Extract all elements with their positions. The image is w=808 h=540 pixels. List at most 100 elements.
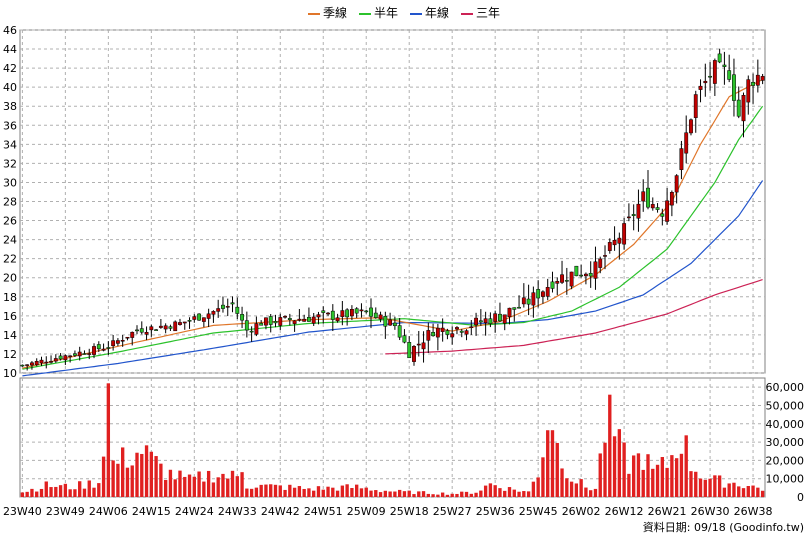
volume-bar [717,475,722,497]
volume-bar [369,490,373,497]
candle-body [63,355,68,361]
volume-bar [254,487,259,497]
candle-body [679,148,684,170]
volume-bar [230,470,235,497]
x-tick-label: 26W21 [648,505,687,518]
volume-tick-label: 40,000 [766,418,805,431]
candle-body [264,317,268,326]
volume-bar [536,477,540,497]
volume-bar [756,487,760,497]
candle-body [603,255,607,257]
candle-body [727,70,732,80]
x-tick-label: 25W18 [390,505,429,518]
candle-body [512,307,517,310]
volume-bar [345,484,349,497]
data-date-footer: 資料日期: 09/18 (Goodinfo.tw) [643,520,804,534]
candle-body [77,351,82,357]
candle-body [607,242,612,251]
legend-item: 三年 [461,4,500,21]
candle-body [297,318,302,321]
candle-body [521,297,526,305]
candle-body [154,329,159,331]
x-tick-label: 26W02 [562,505,601,518]
candle-body [450,333,455,338]
candle-body [493,313,498,322]
volume-bar [316,486,321,497]
candle-body [665,200,670,222]
candle-body [225,306,230,308]
candle-body [34,361,39,366]
volume-bar [622,442,626,497]
candle-body [531,292,536,306]
candle-body [507,307,512,317]
volume-bar [364,487,368,497]
volume-bar [569,481,574,497]
candle-body [746,79,751,103]
candle-body [703,80,708,84]
candle-body [39,359,44,364]
candle-body [755,74,760,86]
x-tick-label: 24W06 [89,505,128,518]
volume-bar [660,457,664,497]
candle-body [120,340,125,342]
candle-body [583,273,588,277]
candle-body [287,318,292,321]
price-candles [20,48,765,371]
candle-body [240,314,244,321]
candle-body [517,306,521,309]
volume-bar [488,483,493,497]
candle-body [722,64,727,67]
volume-bar [631,455,636,497]
candle-body [612,240,617,246]
volume-bar [44,481,48,497]
price-tick-label: 18 [3,291,17,304]
chart-grid [19,29,766,498]
volume-bar [498,488,502,497]
volume-bar [273,484,278,497]
candle-body [235,306,240,314]
volume-bar [546,430,550,497]
volume-bar [68,489,72,497]
volume-bar [684,435,688,497]
legend-label: 季線 [322,6,347,20]
candle-body [655,207,660,210]
candle-body [564,280,569,282]
candle-body [650,204,655,209]
volume-bar [417,491,421,497]
volume-bar [216,477,220,497]
volume-bar [202,481,206,497]
candle-body [526,298,531,305]
candle-body [197,313,202,321]
candle-body [278,317,283,326]
candle-body [30,362,34,366]
candle-body [483,318,488,323]
price-tick-label: 40 [3,81,17,94]
candle-body [68,355,73,357]
volume-bar [617,429,622,497]
volume-bar [608,394,612,497]
volume-bar [636,453,641,497]
candle-body [44,361,49,364]
candle-body [259,323,264,326]
price-tick-label: 46 [3,24,17,37]
chart-legend: 季線 半年 年線 三年 [0,4,808,21]
candle-body [254,323,259,335]
price-tick-label: 42 [3,62,17,75]
x-tick-label: 24W33 [218,505,257,518]
volume-bar [206,470,211,497]
candle-body [474,317,478,326]
volume-tick-label: 10,000 [766,473,805,486]
candle-body [349,309,354,317]
volume-bar [493,485,497,497]
volume-bar [464,491,469,497]
candle-body [221,304,225,309]
volume-bar [732,482,736,497]
candle-body [87,353,92,355]
x-tick-label: 24W15 [132,505,171,518]
volume-bar [39,488,44,497]
candle-body [588,273,593,277]
volume-bar [741,488,746,497]
axis-labels: 23W40 23W49 24W06 24W15 24W24 24W33 24W42 24W51… [3,24,804,534]
price-tick-label: 36 [3,119,17,132]
candle-body [49,361,53,363]
